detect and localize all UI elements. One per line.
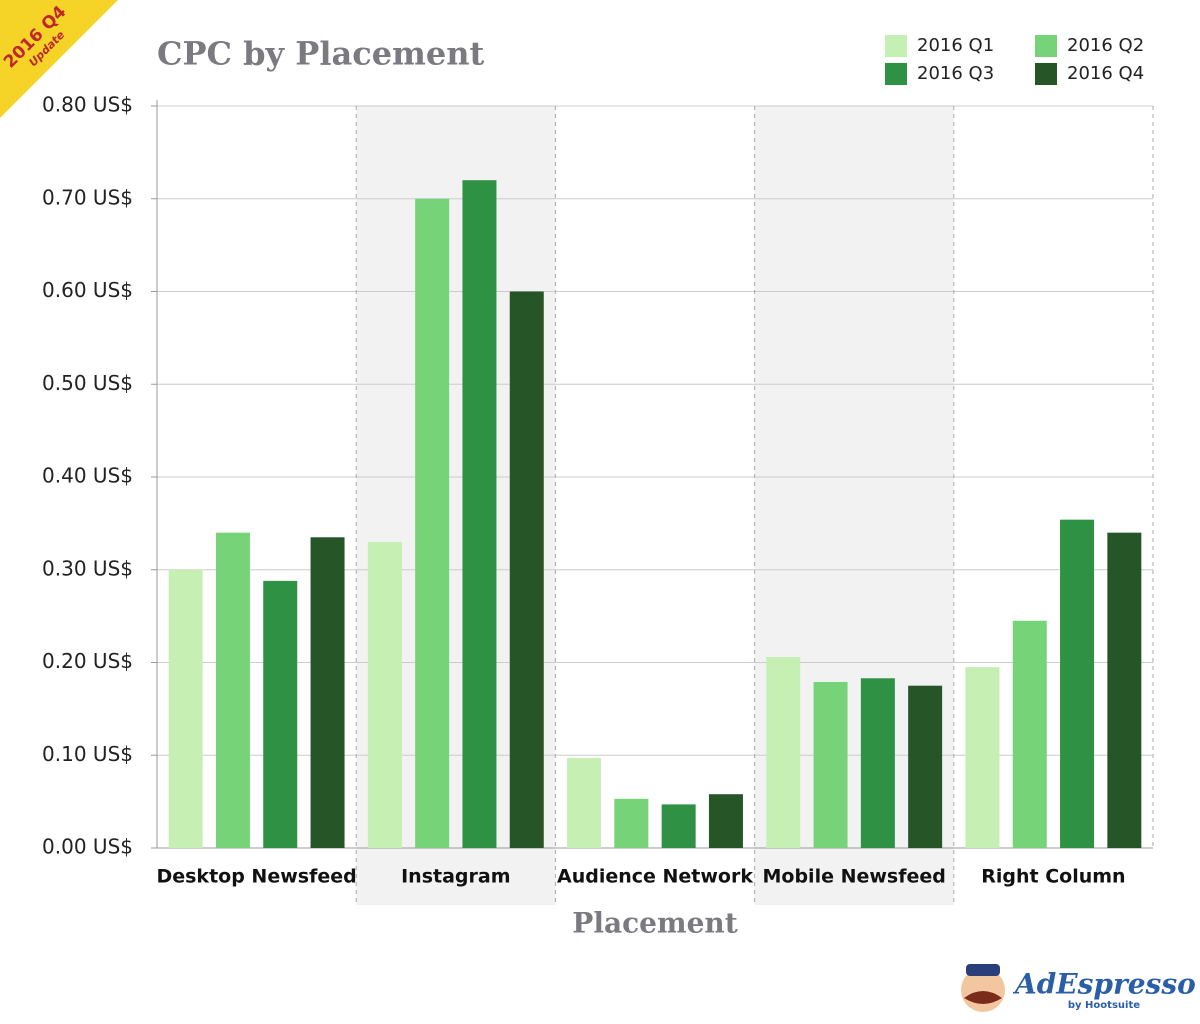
logo-tagline: by Hootsuite xyxy=(1068,1000,1140,1011)
y-tick-label: 0.60 US$ xyxy=(42,278,133,302)
logo-brand: AdEspresso xyxy=(1012,968,1196,1001)
legend-swatch xyxy=(885,63,907,85)
legend-label: 2016 Q3 xyxy=(917,63,994,84)
bar xyxy=(1012,620,1047,848)
y-tick-label: 0.50 US$ xyxy=(42,371,133,395)
x-axis-title: Placement xyxy=(572,907,737,940)
bar xyxy=(661,804,696,848)
mascot-hat xyxy=(966,964,1000,976)
badge-corner xyxy=(0,0,118,118)
y-tick-label: 0.30 US$ xyxy=(42,556,133,580)
logo: AdEspresso by Hootsuite xyxy=(961,964,1196,1012)
chart-title: CPC by Placement xyxy=(157,35,485,73)
bar xyxy=(168,569,203,848)
bar xyxy=(263,580,298,848)
x-tick-label: Mobile Newsfeed xyxy=(763,866,946,888)
bar xyxy=(614,798,649,848)
legend-label: 2016 Q4 xyxy=(1067,63,1144,84)
y-tick-label: 0.00 US$ xyxy=(42,835,133,859)
bar xyxy=(462,180,497,848)
x-tick-label: Desktop Newsfeed xyxy=(156,866,356,888)
bar xyxy=(1060,519,1095,848)
y-tick-label: 0.70 US$ xyxy=(42,185,133,209)
legend-label: 2016 Q1 xyxy=(917,35,994,56)
bar xyxy=(310,537,345,848)
x-tick-label: Right Column xyxy=(981,866,1125,888)
bar xyxy=(1107,532,1142,848)
bar xyxy=(965,667,1000,848)
legend-swatch xyxy=(885,35,907,57)
y-tick-label: 0.10 US$ xyxy=(42,742,133,766)
bar xyxy=(813,681,848,848)
x-tick-label: Instagram xyxy=(401,866,510,888)
bar xyxy=(367,541,402,848)
bar xyxy=(215,532,250,848)
bar xyxy=(509,291,544,848)
x-tick-label: Audience Network xyxy=(557,866,753,888)
mascot-moustache xyxy=(964,991,1002,1004)
legend-label: 2016 Q2 xyxy=(1067,35,1144,56)
bar xyxy=(766,656,801,848)
bar xyxy=(415,198,450,848)
bar xyxy=(708,794,743,848)
y-tick-label: 0.40 US$ xyxy=(42,464,133,488)
legend-swatch xyxy=(1035,63,1057,85)
bar xyxy=(567,758,602,848)
y-tick-label: 0.20 US$ xyxy=(42,649,133,673)
y-tick-label: 0.80 US$ xyxy=(42,93,133,117)
bar xyxy=(860,678,895,848)
bar xyxy=(908,685,943,848)
legend-swatch xyxy=(1035,35,1057,57)
